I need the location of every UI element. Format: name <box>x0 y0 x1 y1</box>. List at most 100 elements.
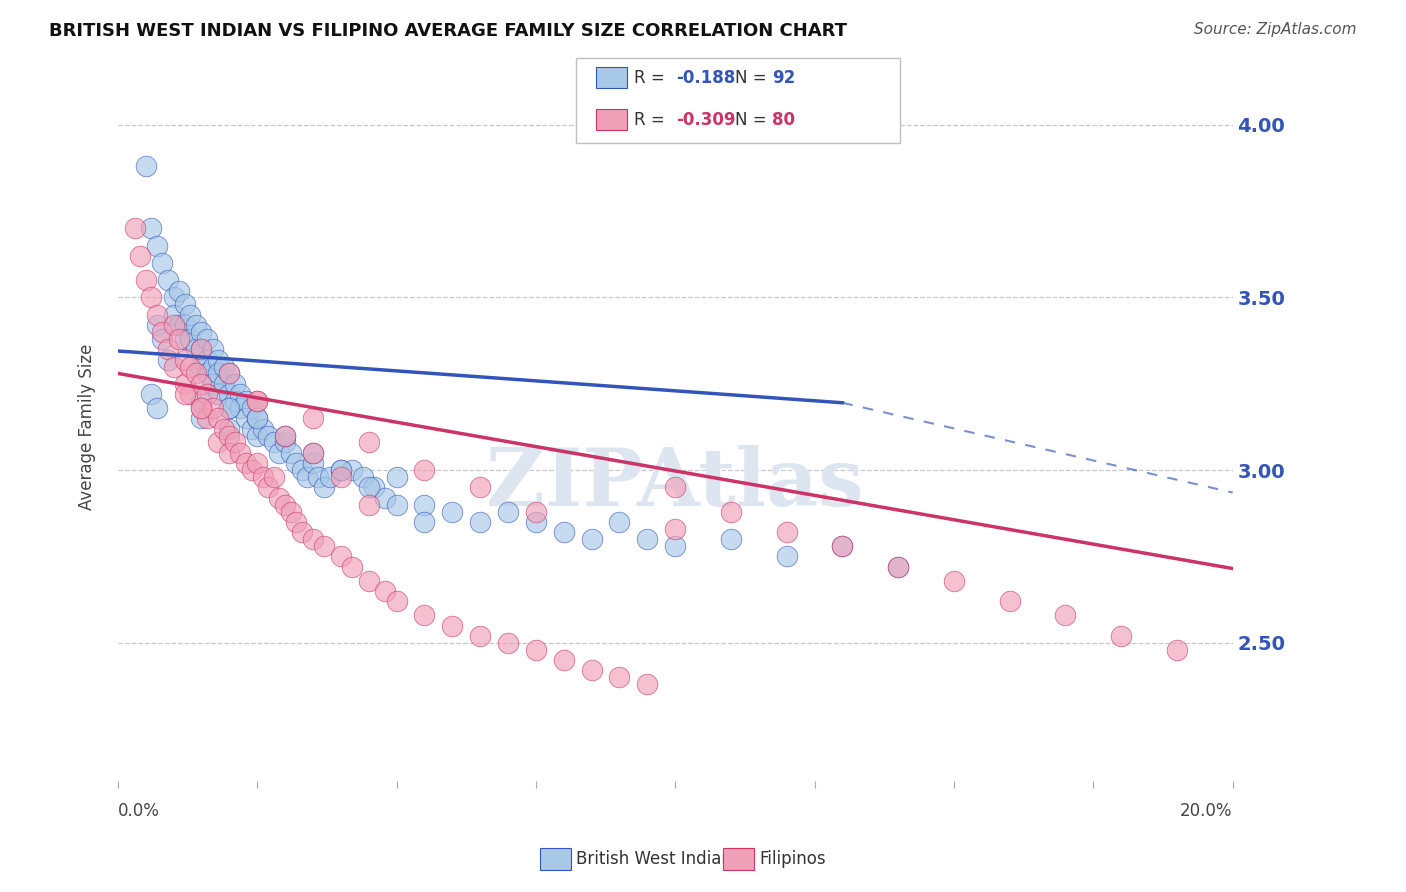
Point <box>581 532 603 546</box>
Point <box>141 290 163 304</box>
Point <box>413 608 436 623</box>
Text: British West Indians: British West Indians <box>576 850 741 868</box>
Point <box>207 387 229 401</box>
Point <box>312 539 335 553</box>
Point <box>302 446 325 460</box>
Point <box>190 325 212 339</box>
Point <box>257 480 280 494</box>
Point <box>218 401 240 415</box>
Point <box>609 515 631 529</box>
Point <box>212 422 235 436</box>
Point <box>357 574 380 588</box>
Point <box>195 411 218 425</box>
Point <box>146 238 169 252</box>
Point <box>553 525 575 540</box>
Point <box>942 574 965 588</box>
Point <box>146 401 169 415</box>
Point <box>235 456 257 470</box>
Point <box>162 290 184 304</box>
Point <box>201 343 224 357</box>
Point <box>252 470 274 484</box>
Point <box>329 470 352 484</box>
Point <box>212 376 235 391</box>
Point <box>167 318 190 332</box>
Y-axis label: Average Family Size: Average Family Size <box>79 343 96 510</box>
Point <box>468 480 491 494</box>
Point <box>363 480 385 494</box>
Text: N =: N = <box>735 111 772 128</box>
Point <box>156 352 179 367</box>
Point <box>291 525 314 540</box>
Text: -0.188: -0.188 <box>676 69 735 87</box>
Text: 20.0%: 20.0% <box>1180 802 1233 820</box>
Point <box>280 446 302 460</box>
Point <box>357 498 380 512</box>
Point <box>269 446 291 460</box>
Point <box>252 422 274 436</box>
Point <box>173 376 195 391</box>
Point <box>374 491 396 505</box>
Point <box>207 435 229 450</box>
Point <box>184 367 207 381</box>
Text: ZIPAtlas: ZIPAtlas <box>486 444 865 523</box>
Point <box>524 504 547 518</box>
Point <box>218 401 240 415</box>
Point <box>179 359 201 374</box>
Point <box>329 463 352 477</box>
Point <box>190 343 212 357</box>
Point <box>257 428 280 442</box>
Point <box>195 367 218 381</box>
Point <box>173 318 195 332</box>
Text: R =: R = <box>634 69 671 87</box>
Point <box>581 664 603 678</box>
Point <box>413 515 436 529</box>
Point <box>195 387 218 401</box>
Point <box>218 367 240 381</box>
Point <box>887 559 910 574</box>
Point <box>212 359 235 374</box>
Point <box>285 515 308 529</box>
Point <box>240 401 263 415</box>
Point <box>385 498 408 512</box>
Point <box>135 273 157 287</box>
Point <box>229 401 252 415</box>
Point <box>413 498 436 512</box>
Point <box>152 325 174 339</box>
Text: BRITISH WEST INDIAN VS FILIPINO AVERAGE FAMILY SIZE CORRELATION CHART: BRITISH WEST INDIAN VS FILIPINO AVERAGE … <box>49 22 848 40</box>
Point <box>179 387 201 401</box>
Point <box>218 428 240 442</box>
Point <box>263 470 285 484</box>
Point <box>190 401 212 415</box>
Point <box>229 387 252 401</box>
Point <box>468 515 491 529</box>
Point <box>308 470 330 484</box>
Point <box>441 504 464 518</box>
Point <box>636 532 658 546</box>
Point <box>280 504 302 518</box>
Point <box>318 470 340 484</box>
Point <box>274 428 297 442</box>
Text: N =: N = <box>735 69 772 87</box>
Point <box>184 318 207 332</box>
Point <box>167 332 190 346</box>
Point <box>190 359 212 374</box>
Point <box>246 456 269 470</box>
Point <box>124 221 146 235</box>
Point <box>162 308 184 322</box>
Point <box>302 456 325 470</box>
Point <box>207 367 229 381</box>
Point <box>291 463 314 477</box>
Point <box>195 352 218 367</box>
Point <box>190 376 212 391</box>
Point <box>173 352 195 367</box>
Point <box>831 539 853 553</box>
Point <box>167 284 190 298</box>
Point <box>831 539 853 553</box>
Point <box>135 159 157 173</box>
Point <box>235 411 257 425</box>
Point <box>224 435 246 450</box>
Text: 92: 92 <box>772 69 796 87</box>
Point <box>190 401 212 415</box>
Point <box>173 332 195 346</box>
Point <box>524 642 547 657</box>
